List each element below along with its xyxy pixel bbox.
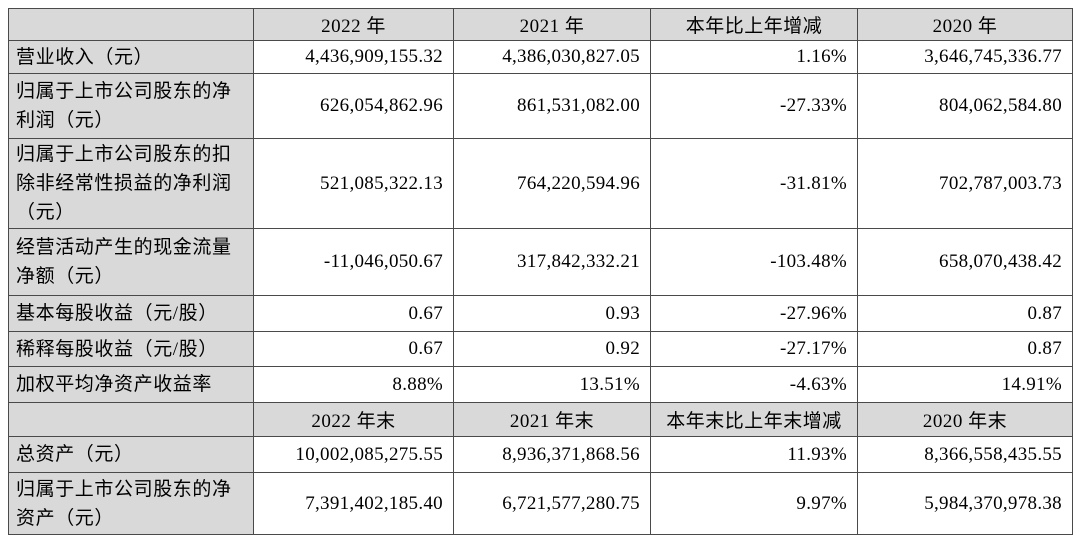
value-cell: -31.81% xyxy=(650,138,858,229)
row-label-cell: 加权平均净资产收益率 xyxy=(8,366,254,403)
value-cell: 11.93% xyxy=(650,436,858,473)
value-cell: -27.17% xyxy=(650,331,858,367)
value-cell: 4,386,030,827.05 xyxy=(453,40,651,74)
financial-summary-table: 2022 年 2021 年本年比上年增减 2020 年营业收入（元） 4,436,90… xyxy=(8,8,1073,535)
row-label-cell: 稀释每股收益（元/股） xyxy=(8,331,254,367)
row-label-cell: 总资产（元） xyxy=(8,436,254,473)
value-cell: 317,842,332.21 xyxy=(453,228,651,296)
table-row: 稀释每股收益（元/股） 0.67 0.92 -27.17% 0.87 xyxy=(8,331,1073,367)
table-row: 归属于上市公司股东的净利润（元） 626,054,862.96 861,531,08… xyxy=(8,73,1073,139)
period-header-row: 2022 年末 2021 年末 本年末比上年末增减 2020 年末 xyxy=(8,402,1073,437)
value-cell: 10,002,085,275.55 xyxy=(253,436,454,473)
value-cell: 0.93 xyxy=(453,295,651,332)
row-label-cell: 归属于上市公司股东的净资产（元） xyxy=(8,472,254,535)
row-label-cell: 基本每股收益（元/股） xyxy=(8,295,254,332)
value-cell: 0.92 xyxy=(453,331,651,367)
value-cell: 9.97% xyxy=(650,472,858,535)
value-cell: 702,787,003.73 xyxy=(857,138,1073,229)
value-cell: -4.63% xyxy=(650,366,858,403)
row-label-cell: 归属于上市公司股东的净利润（元） xyxy=(8,73,254,139)
value-cell: 861,531,082.00 xyxy=(453,73,651,139)
value-cell: 0.67 xyxy=(253,295,454,332)
value-cell: 1.16% xyxy=(650,40,858,74)
table-row: 经营活动产生的现金流量净额（元） -11,046,050.67 317,842,33… xyxy=(8,228,1073,296)
value-cell: 8,366,558,435.55 xyxy=(857,436,1073,473)
corner-cell xyxy=(8,8,254,41)
value-cell: 626,054,862.96 xyxy=(253,73,454,139)
value-cell: 7,391,402,185.40 xyxy=(253,472,454,535)
table-row: 归属于上市公司股东的扣除非经常性损益的净利润（元） 521,085,322.13 7… xyxy=(8,138,1073,229)
table-row: 归属于上市公司股东的净资产（元） 7,391,402,185.40 6,721,57… xyxy=(8,472,1073,535)
value-cell: 13.51% xyxy=(453,366,651,403)
period-header-cell: 2020 年末 xyxy=(857,402,1073,437)
period-header-row: 2022 年 2021 年本年比上年增减 2020 年 xyxy=(8,8,1073,41)
value-cell: 3,646,745,336.77 xyxy=(857,40,1073,74)
table-row: 营业收入（元） 4,436,909,155.32 4,386,030,827.05 1… xyxy=(8,40,1073,74)
period-header-cell: 本年末比上年末增减 xyxy=(650,402,858,437)
value-cell: 764,220,594.96 xyxy=(453,138,651,229)
row-label-cell: 经营活动产生的现金流量净额（元） xyxy=(8,228,254,296)
value-cell: -27.33% xyxy=(650,73,858,139)
table-row: 加权平均净资产收益率 8.88% 13.51% -4.63% 14.91% xyxy=(8,366,1073,403)
period-header-cell: 2021 年 xyxy=(453,8,651,41)
table-row: 总资产（元） 10,002,085,275.55 8,936,371,868.56 1… xyxy=(8,436,1073,473)
period-header-cell: 2022 年末 xyxy=(253,402,454,437)
value-cell: 8.88% xyxy=(253,366,454,403)
value-cell: 804,062,584.80 xyxy=(857,73,1073,139)
value-cell: 521,085,322.13 xyxy=(253,138,454,229)
financial-summary-table-body: 2022 年 2021 年本年比上年增减 2020 年营业收入（元） 4,436,90… xyxy=(8,8,1073,535)
value-cell: -11,046,050.67 xyxy=(253,228,454,296)
period-header-cell: 2021 年末 xyxy=(453,402,651,437)
value-cell: 0.87 xyxy=(857,295,1073,332)
value-cell: -103.48% xyxy=(650,228,858,296)
value-cell: 6,721,577,280.75 xyxy=(453,472,651,535)
value-cell: 4,436,909,155.32 xyxy=(253,40,454,74)
value-cell: 8,936,371,868.56 xyxy=(453,436,651,473)
period-header-cell: 2022 年 xyxy=(253,8,454,41)
table-row: 基本每股收益（元/股） 0.67 0.93 -27.96% 0.87 xyxy=(8,295,1073,332)
row-label-cell: 营业收入（元） xyxy=(8,40,254,74)
value-cell: -27.96% xyxy=(650,295,858,332)
period-header-cell: 本年比上年增减 xyxy=(650,8,858,41)
value-cell: 14.91% xyxy=(857,366,1073,403)
value-cell: 0.87 xyxy=(857,331,1073,367)
corner-cell xyxy=(8,402,254,437)
period-header-cell: 2020 年 xyxy=(857,8,1073,41)
value-cell: 5,984,370,978.38 xyxy=(857,472,1073,535)
value-cell: 658,070,438.42 xyxy=(857,228,1073,296)
row-label-cell: 归属于上市公司股东的扣除非经常性损益的净利润（元） xyxy=(8,138,254,229)
value-cell: 0.67 xyxy=(253,331,454,367)
